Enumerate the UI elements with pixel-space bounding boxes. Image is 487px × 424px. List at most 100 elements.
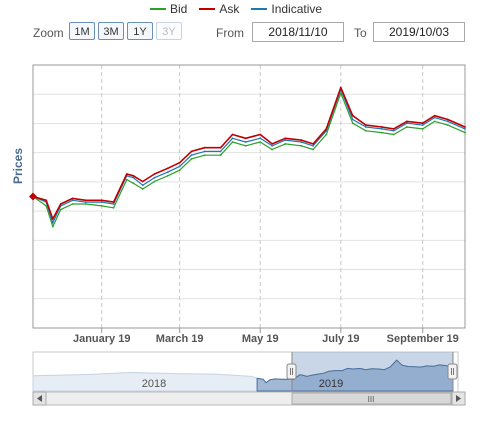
data-point-ask[interactable] — [203, 146, 206, 149]
data-point-ask[interactable] — [51, 218, 54, 220]
data-point-indicative[interactable] — [380, 127, 383, 130]
data-point-indicative[interactable] — [219, 150, 222, 153]
data-point-ask[interactable] — [190, 150, 193, 153]
data-point-bid[interactable] — [125, 178, 128, 181]
data-point-ask[interactable] — [112, 201, 115, 204]
data-point-bid[interactable] — [84, 203, 87, 205]
data-point-indicative[interactable] — [421, 124, 424, 126]
data-point-bid[interactable] — [380, 131, 383, 134]
data-point-indicative[interactable] — [446, 120, 449, 123]
data-point-ask[interactable] — [271, 143, 273, 145]
data-point-bid[interactable] — [178, 169, 181, 172]
data-point-bid[interactable] — [433, 120, 436, 123]
data-point-ask[interactable] — [464, 126, 466, 128]
legend-item-indicative[interactable]: Indicative — [251, 2, 322, 16]
data-point-ask[interactable] — [406, 120, 408, 123]
data-point-bid[interactable] — [464, 131, 466, 134]
series-start-marker[interactable] — [29, 192, 37, 201]
data-point-bid[interactable] — [406, 126, 408, 128]
data-point-bid[interactable] — [271, 148, 273, 151]
data-point-ask[interactable] — [446, 118, 449, 121]
data-point-indicative[interactable] — [166, 171, 169, 174]
legend-item-ask[interactable]: Ask — [199, 2, 239, 16]
data-point-bid[interactable] — [312, 148, 314, 151]
data-point-indicative[interactable] — [84, 201, 87, 204]
data-point-bid[interactable] — [259, 141, 262, 143]
data-point-indicative[interactable] — [433, 116, 436, 119]
data-point-ask[interactable] — [421, 122, 424, 125]
data-point-bid[interactable] — [59, 208, 62, 211]
data-point-bid[interactable] — [339, 92, 342, 95]
data-point-ask[interactable] — [178, 161, 181, 164]
data-point-bid[interactable] — [351, 122, 354, 125]
data-point-ask[interactable] — [365, 124, 367, 126]
scrollbar[interactable]: III — [32, 391, 466, 406]
data-point-bid[interactable] — [231, 141, 234, 143]
legend-item-bid[interactable]: Bid — [150, 2, 187, 16]
data-point-indicative[interactable] — [244, 141, 247, 143]
data-point-ask[interactable] — [100, 199, 103, 202]
data-point-ask[interactable] — [244, 137, 247, 140]
navigator-right-handle[interactable] — [447, 363, 458, 380]
series-line-ask[interactable] — [32, 86, 466, 220]
data-point-ask[interactable] — [259, 133, 262, 136]
scrollbar-thumb[interactable] — [291, 392, 452, 405]
data-point-bid[interactable] — [203, 154, 206, 157]
data-point-bid[interactable] — [166, 174, 169, 177]
data-point-indicative[interactable] — [365, 126, 367, 128]
data-point-ask[interactable] — [132, 174, 135, 177]
data-point-indicative[interactable] — [259, 137, 262, 140]
data-point-bid[interactable] — [153, 180, 156, 183]
series-line-indicative[interactable] — [32, 88, 466, 224]
data-point-indicative[interactable] — [51, 221, 54, 224]
data-point-bid[interactable] — [284, 143, 287, 145]
navigator-left-handle[interactable] — [286, 363, 297, 380]
data-point-bid[interactable] — [244, 144, 247, 147]
data-point-ask[interactable] — [219, 146, 222, 149]
data-point-indicative[interactable] — [406, 122, 408, 125]
data-point-indicative[interactable] — [392, 129, 395, 132]
navigator[interactable]: 2018 2019 — [32, 351, 459, 393]
zoom-3m-button[interactable]: 3M — [98, 22, 124, 40]
data-point-indicative[interactable] — [100, 201, 103, 204]
zoom-1y-button[interactable]: 1Y — [127, 22, 153, 40]
data-point-indicative[interactable] — [71, 199, 74, 202]
data-point-indicative[interactable] — [284, 139, 287, 142]
data-point-ask[interactable] — [312, 143, 314, 145]
data-point-bid[interactable] — [300, 144, 303, 147]
data-point-ask[interactable] — [339, 86, 342, 89]
data-point-bid[interactable] — [365, 129, 367, 132]
data-point-bid[interactable] — [100, 205, 103, 207]
from-date-input[interactable] — [252, 22, 344, 42]
data-point-bid[interactable] — [190, 158, 193, 160]
data-point-bid[interactable] — [51, 225, 54, 228]
data-point-ask[interactable] — [380, 126, 383, 128]
data-point-ask[interactable] — [141, 180, 144, 183]
data-point-ask[interactable] — [231, 133, 234, 136]
data-point-indicative[interactable] — [190, 154, 193, 157]
data-point-ask[interactable] — [300, 139, 303, 142]
data-point-indicative[interactable] — [141, 184, 144, 187]
to-date-input[interactable] — [373, 22, 465, 42]
data-point-bid[interactable] — [325, 133, 328, 136]
zoom-1m-button[interactable]: 1M — [69, 22, 95, 40]
data-point-indicative[interactable] — [112, 203, 115, 205]
data-point-bid[interactable] — [421, 127, 424, 130]
data-point-indicative[interactable] — [132, 176, 135, 179]
data-point-bid[interactable] — [112, 206, 115, 209]
data-point-bid[interactable] — [219, 154, 222, 157]
data-point-ask[interactable] — [84, 199, 87, 202]
series-line-bid[interactable] — [32, 92, 466, 228]
data-point-indicative[interactable] — [300, 141, 303, 143]
zoom-3y-button[interactable]: 3Y — [156, 22, 182, 40]
data-point-indicative[interactable] — [351, 118, 354, 121]
data-point-indicative[interactable] — [203, 150, 206, 153]
data-point-ask[interactable] — [166, 167, 169, 170]
data-point-ask[interactable] — [392, 127, 395, 130]
data-point-bid[interactable] — [392, 133, 395, 136]
data-point-ask[interactable] — [325, 127, 328, 130]
data-point-bid[interactable] — [132, 182, 135, 185]
data-point-indicative[interactable] — [464, 127, 466, 130]
data-point-indicative[interactable] — [153, 176, 156, 179]
data-point-indicative[interactable] — [312, 144, 314, 147]
